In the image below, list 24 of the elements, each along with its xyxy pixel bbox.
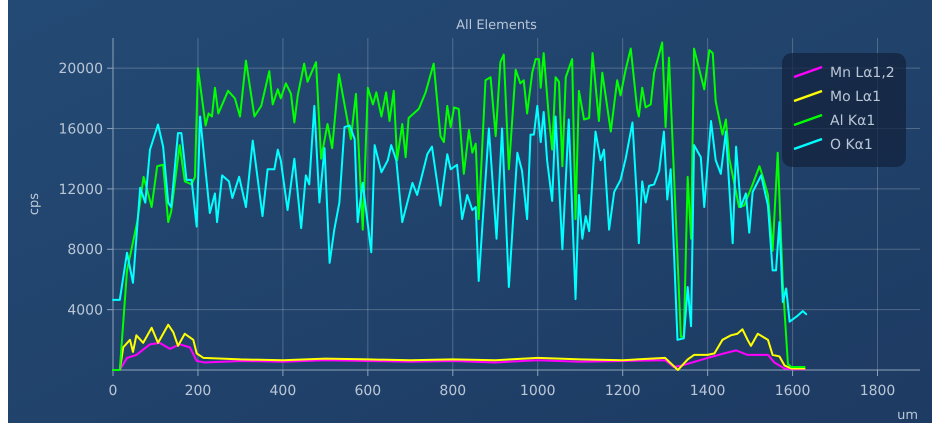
x-tick-label: 1000 (520, 383, 556, 399)
legend-label: Mo Lα1 (830, 88, 882, 105)
x-tick-label: 800 (439, 383, 466, 399)
x-tick-label: 1600 (774, 383, 810, 399)
legend-label: Al Kα1 (830, 112, 876, 129)
x-tick-label: 1800 (860, 383, 896, 399)
x-tick-label: 1400 (690, 383, 726, 399)
legend-label: O Kα1 (830, 136, 873, 153)
y-tick-label: 12000 (58, 182, 103, 198)
y-tick-label: 4000 (67, 302, 103, 319)
y-tick-label: 8000 (67, 242, 103, 258)
line-series (112, 104, 808, 341)
x-tick-label: 1200 (604, 383, 641, 399)
y-tick-label: 20000 (58, 61, 103, 78)
chart-title: All Elements (456, 18, 538, 33)
y-tick-label: 16000 (58, 121, 103, 138)
x-axis-title: um (897, 408, 918, 423)
x-tick-label: 400 (270, 383, 296, 399)
x-tick-label: 200 (184, 383, 212, 399)
legend-label: Mn Lα1,2 (830, 64, 895, 81)
y-axis-title: cps (27, 192, 42, 216)
line-series (112, 42, 806, 371)
x-tick-label: 600 (354, 383, 382, 399)
x-tick-label: 0 (108, 383, 118, 399)
